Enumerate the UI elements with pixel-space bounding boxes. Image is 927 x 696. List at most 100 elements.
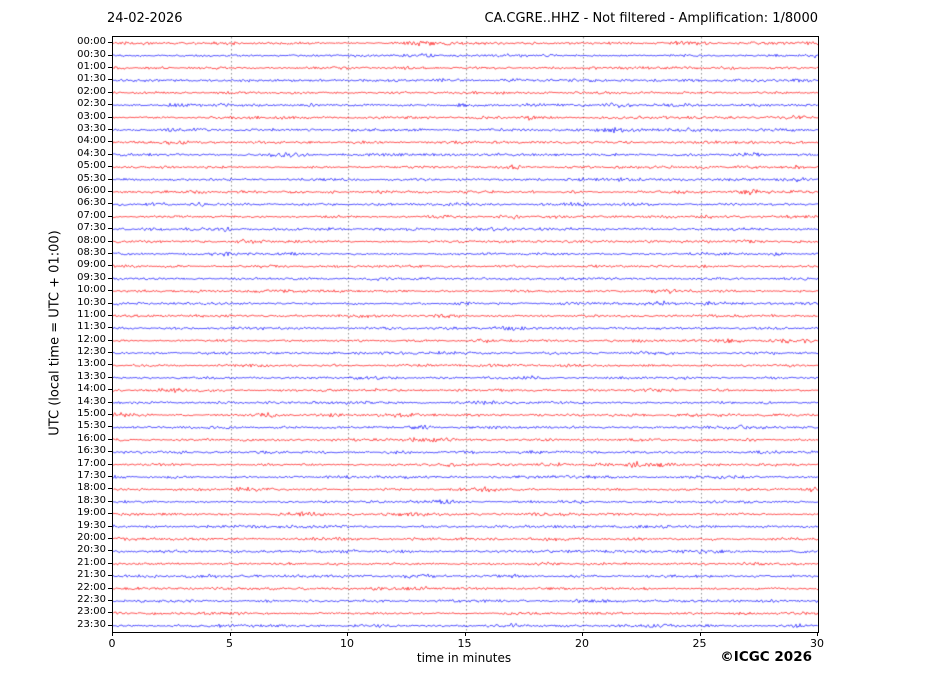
y-tick-mark [108,377,112,378]
y-tick-label: 06:00 [77,184,106,196]
y-tick-mark [108,340,112,341]
x-tick-mark [700,632,701,636]
y-tick-label: 06:30 [77,197,106,209]
y-tick-label: 16:30 [77,445,106,457]
y-tick-mark [108,253,112,254]
y-tick-label: 15:00 [77,408,106,420]
y-tick-label: 04:00 [77,135,106,147]
y-tick-label: 09:30 [77,271,106,283]
y-tick-label: 23:00 [77,606,106,618]
x-axis-label: time in minutes [416,651,512,665]
y-tick-label: 11:00 [77,308,106,320]
y-tick-mark [108,154,112,155]
y-tick-mark [108,513,112,514]
y-tick-mark [108,216,112,217]
y-tick-label: 18:30 [77,494,106,506]
y-tick-mark [108,67,112,68]
y-tick-mark [108,179,112,180]
plot-area [112,36,819,633]
y-tick-label: 08:30 [77,246,106,258]
y-tick-label: 12:00 [77,333,106,345]
y-tick-mark [108,55,112,56]
y-tick-mark [108,191,112,192]
x-tick-mark [230,632,231,636]
y-tick-label: 11:30 [77,321,106,333]
y-tick-label: 07:30 [77,222,106,234]
copyright-credit: ©ICGC 2026 [720,649,812,665]
y-tick-mark [108,315,112,316]
y-tick-label: 19:30 [77,519,106,531]
y-tick-mark [108,79,112,80]
y-tick-label: 01:00 [77,60,106,72]
y-tick-mark [108,92,112,93]
x-tick-label: 5 [226,637,233,650]
y-tick-mark [108,550,112,551]
y-tick-label: 13:00 [77,358,106,370]
x-tick-mark [465,632,466,636]
x-tick-label: 15 [457,637,472,650]
y-tick-mark [108,488,112,489]
y-tick-mark [108,352,112,353]
y-tick-label: 01:30 [77,73,106,85]
y-tick-label: 22:30 [77,594,106,605]
y-tick-mark [108,426,112,427]
x-tick-mark [582,632,583,636]
date-title: 24-02-2026 [107,11,183,26]
x-tick-mark [112,632,113,636]
y-tick-mark [108,303,112,304]
x-tick-label: 0 [108,637,116,650]
y-tick-label: 02:30 [77,98,106,110]
y-tick-mark [108,265,112,266]
y-tick-mark [108,364,112,365]
y-tick-mark [108,228,112,229]
y-tick-label: 00:30 [77,48,106,60]
y-tick-label: 16:00 [77,432,106,444]
y-tick-label: 00:00 [77,36,106,48]
y-tick-mark [108,625,112,626]
y-tick-label: 15:30 [77,420,106,432]
x-tick-mark [347,632,348,636]
y-tick-mark [108,203,112,204]
y-tick-mark [108,278,112,279]
x-tick-label: 20 [575,637,589,650]
y-tick-label: 05:30 [77,172,106,184]
y-tick-mark [108,241,112,242]
y-tick-label: 05:00 [77,160,106,172]
y-tick-label: 03:00 [77,110,106,122]
y-tick-mark [108,402,112,403]
y-tick-label: 03:30 [77,122,106,134]
x-tick-mark [817,632,818,636]
y-tick-mark [108,290,112,291]
y-tick-mark [108,464,112,465]
y-tick-mark [108,117,112,118]
seismogram-traces-canvas [113,37,818,632]
y-tick-mark [108,166,112,167]
y-tick-mark [108,104,112,105]
y-tick-label: 23:30 [77,618,106,630]
y-tick-mark [108,451,112,452]
y-tick-label: 04:30 [77,147,106,159]
y-tick-label: 12:30 [77,346,106,358]
y-tick-label: 22:00 [77,581,106,593]
y-tick-label: 13:30 [77,370,106,382]
y-tick-label: 17:30 [77,470,106,482]
y-tick-mark [108,129,112,130]
y-tick-mark [108,575,112,576]
y-axis-label: UTC (local time = UTC + 01:00) [47,230,63,436]
x-tick-label: 30 [810,637,824,650]
y-tick-mark [108,612,112,613]
y-tick-label: 17:00 [77,457,106,469]
x-tick-label: 10 [340,637,354,650]
y-tick-mark [108,476,112,477]
y-tick-mark [108,389,112,390]
y-tick-mark [108,327,112,328]
y-tick-label: 08:00 [77,234,106,246]
y-tick-label: 18:00 [77,482,106,494]
y-tick-label: 21:00 [77,556,106,568]
y-tick-mark [108,600,112,601]
y-tick-mark [108,588,112,589]
y-tick-label: 20:00 [77,532,106,544]
y-tick-mark [108,526,112,527]
y-tick-mark [108,501,112,502]
